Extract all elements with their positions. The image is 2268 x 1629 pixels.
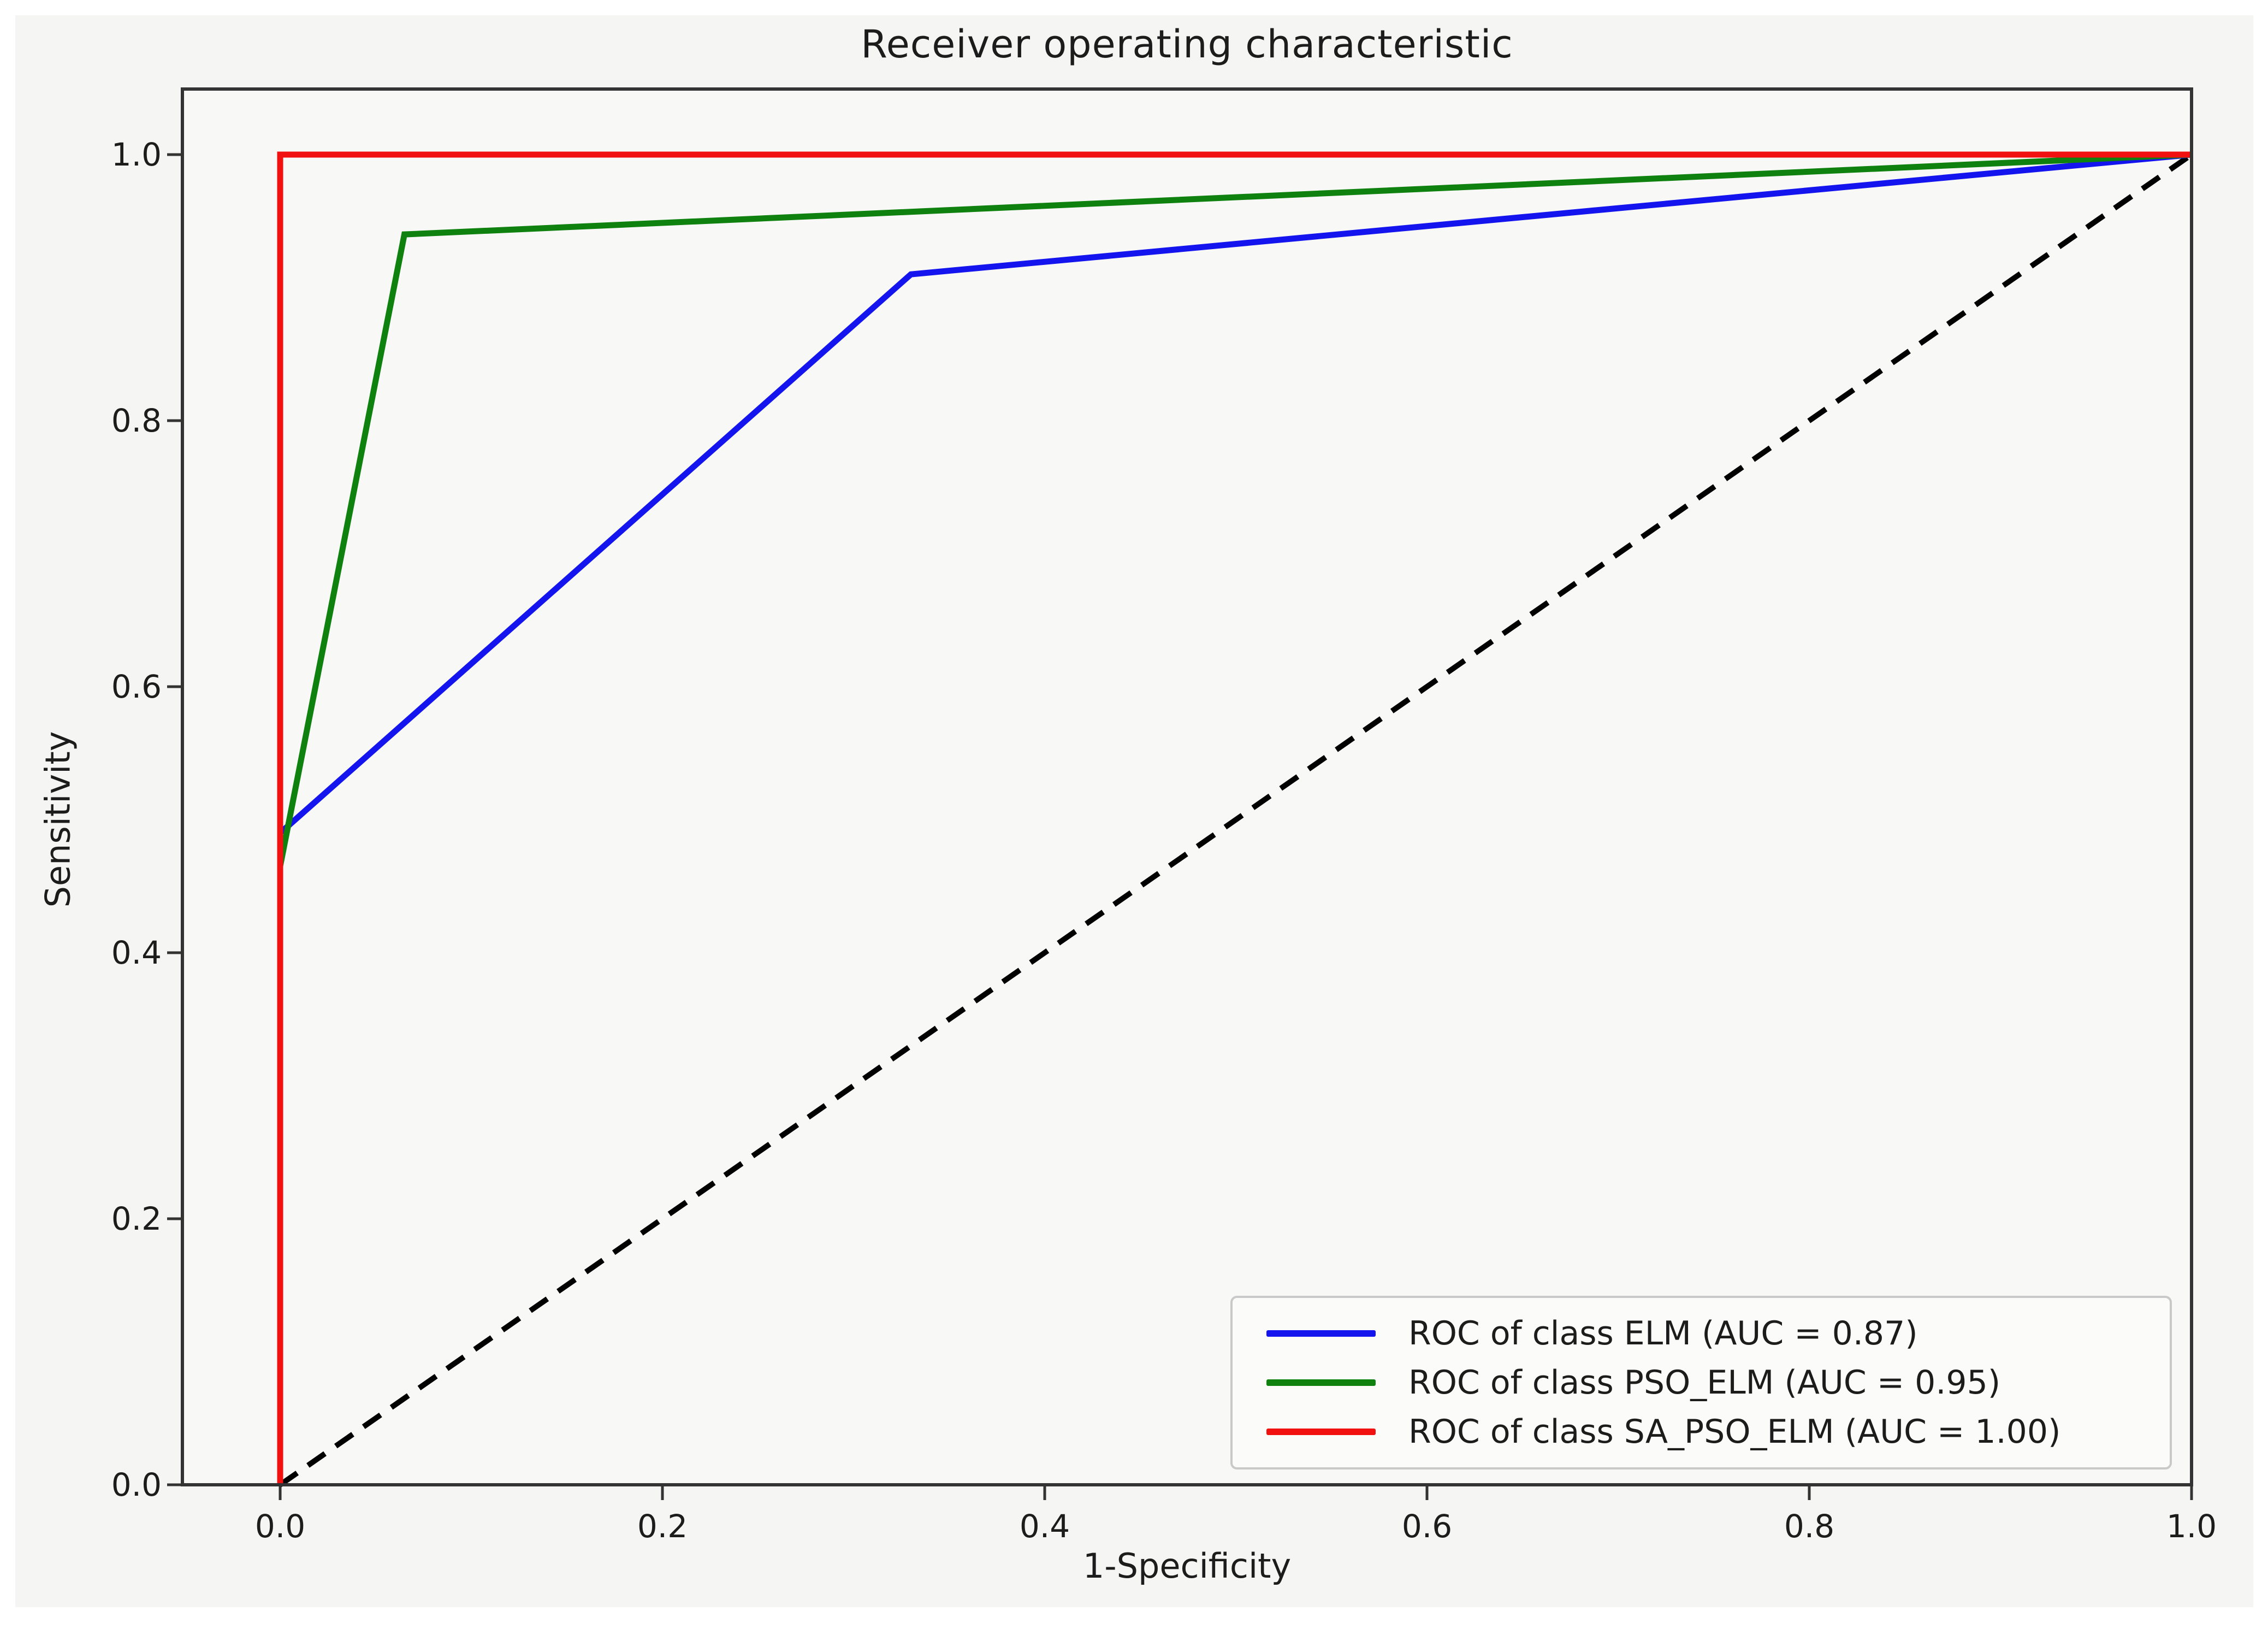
x-tick-label: 0.0 (254, 1508, 306, 1545)
legend-line-swatch-sa-pso-elm (1266, 1429, 1376, 1435)
series-sa_pso_elm (277, 151, 2192, 1485)
y-tick-label: 0.0 (111, 1466, 162, 1503)
legend-item-elm: ROC of class ELM (AUC = 0.87) (1233, 1314, 2170, 1353)
legend-label: ROC of class ELM (AUC = 0.87) (1408, 1314, 1918, 1353)
x-tick-label: 1.0 (2166, 1508, 2217, 1545)
y-tick-label: 0.8 (111, 402, 162, 439)
x-tick-label: 0.2 (637, 1508, 688, 1545)
legend-item-sa-pso-elm: ROC of class SA_PSO_ELM (AUC = 1.00) (1233, 1413, 2170, 1451)
series-chance (279, 152, 2193, 1488)
y-tick-label: 0.6 (111, 668, 162, 705)
x-axis-label: 1-Specificity (1082, 1546, 1292, 1586)
y-axis-label: Sensitivity (38, 731, 78, 908)
x-tick-label: 0.6 (1401, 1508, 1453, 1545)
y-tick-label: 1.0 (111, 136, 162, 173)
legend-line-swatch-pso-elm (1266, 1379, 1376, 1386)
legend-line-swatch-elm (1266, 1330, 1376, 1337)
legend-label: ROC of class PSO_ELM (AUC = 0.95) (1408, 1364, 2001, 1402)
x-tick-label: 0.4 (1019, 1508, 1070, 1545)
legend-item-pso-elm: ROC of class PSO_ELM (AUC = 0.95) (1233, 1364, 2170, 1402)
x-tick-label: 0.8 (1784, 1508, 1835, 1545)
y-tick-label: 0.2 (111, 1200, 162, 1237)
y-tick-label: 0.4 (111, 934, 162, 971)
legend-box: ROC of class ELM (AUC = 0.87) ROC of cla… (1230, 1296, 2172, 1469)
plot-area (182, 89, 2192, 1485)
axes-spines (181, 87, 2193, 1486)
legend-label: ROC of class SA_PSO_ELM (AUC = 1.00) (1408, 1413, 2061, 1451)
chart-title: Receiver operating characteristic (861, 22, 1513, 67)
